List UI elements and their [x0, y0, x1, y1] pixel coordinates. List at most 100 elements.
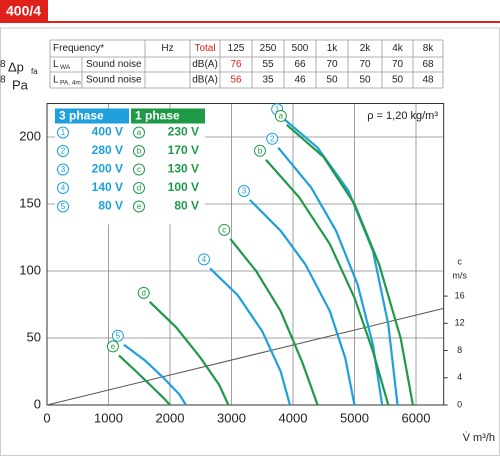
- curve-marker-label: a: [137, 128, 142, 137]
- curve-marker: [57, 182, 69, 194]
- row-value: 38: [0, 75, 6, 86]
- x-tick-label: 0: [43, 410, 50, 425]
- fan-curve: [265, 159, 390, 406]
- row-value: 50: [359, 75, 371, 86]
- y-axis-unit: Pa: [12, 77, 29, 92]
- legend-label: 80 V: [174, 199, 199, 213]
- curve-marker: [274, 109, 287, 122]
- table-header: 500: [292, 43, 309, 54]
- legend-label: 100 V: [168, 180, 199, 194]
- table-header: Total: [194, 43, 215, 54]
- y2-axis-unit: m/s: [452, 270, 467, 280]
- fan-curve: [286, 124, 415, 406]
- legend-header: [131, 108, 205, 124]
- curve-marker: [57, 200, 69, 213]
- row-subscript: WA: [60, 64, 71, 71]
- table-header: 1k: [327, 43, 339, 54]
- y-tick-label: 0: [34, 396, 41, 411]
- curve-marker-label: 1: [275, 105, 280, 114]
- legend-label: 140 V: [92, 180, 123, 194]
- fan-curve: [229, 238, 319, 406]
- row-value: 66: [294, 59, 306, 70]
- curve-marker-label: c: [222, 225, 226, 234]
- legend-label: 170 V: [168, 143, 199, 157]
- y-axis-label: Δp: [8, 59, 24, 74]
- curve-marker: [133, 182, 145, 194]
- velocity-line: [46, 307, 444, 406]
- curve-marker-label: b: [137, 147, 142, 156]
- curve-marker: [218, 223, 231, 236]
- curve-marker-label: e: [137, 202, 142, 211]
- curve-marker-label: e: [111, 342, 116, 351]
- curve-marker: [266, 132, 279, 145]
- curve-marker: [133, 126, 145, 139]
- legend-title: 1 phase: [135, 109, 180, 123]
- table-header: 8k: [423, 43, 435, 54]
- curve-marker: [253, 144, 266, 157]
- row-label: Sound noise: [86, 59, 142, 70]
- row-value: 70: [392, 59, 404, 70]
- curve-marker: [133, 145, 145, 157]
- x-tick-label: 6000: [402, 410, 431, 425]
- x-tick-label: 4000: [279, 410, 308, 425]
- table-header: Frequency*: [53, 43, 104, 54]
- legend-title: 3 phase: [59, 109, 104, 123]
- fan-curve: [249, 199, 356, 406]
- row-total: 56: [230, 75, 242, 86]
- row-label: Sound noise: [86, 75, 142, 86]
- curve-marker-label: 4: [202, 255, 207, 264]
- curve-marker-label: 5: [116, 331, 121, 340]
- row-subscript: PA, 4m: [60, 80, 81, 87]
- x-axis-label: V̇ m³/h: [463, 431, 495, 444]
- curve-marker-label: 3: [242, 187, 247, 196]
- row-value: 68: [422, 59, 434, 70]
- x-tick-label: 2000: [156, 410, 185, 425]
- x-tick-label: 5000: [340, 410, 369, 425]
- legend-label: 200 V: [92, 162, 123, 176]
- y2-tick-label: 12: [455, 318, 465, 328]
- plot-frame: [46, 103, 445, 406]
- x-tick-label: 3000: [217, 410, 246, 425]
- curve-marker: [137, 286, 150, 299]
- fan-curve: [148, 301, 230, 406]
- curve-marker-label: 1: [61, 128, 66, 137]
- y-axis-label-sub: fa: [31, 67, 38, 76]
- legend-box: [55, 108, 205, 225]
- legend-label: 80 V: [98, 199, 123, 213]
- row-total: 76: [230, 59, 242, 70]
- curve-marker: [111, 329, 124, 342]
- row-value: 70: [359, 59, 371, 70]
- y-tick-label: 100: [19, 262, 41, 277]
- row-unit: dB(A): [192, 59, 218, 70]
- table-header: Hz: [161, 43, 173, 54]
- row-symbol: L: [53, 75, 59, 86]
- legend-label: 400 V: [92, 125, 123, 139]
- curve-marker-label: 2: [270, 134, 275, 143]
- legend-header: [55, 108, 129, 124]
- header-box: [0, 0, 48, 22]
- row-unit: dB(A): [192, 75, 218, 86]
- y2-tick-label: 0: [457, 399, 462, 409]
- curve-marker-label: b: [258, 146, 263, 155]
- curve-marker: [57, 126, 69, 139]
- y-tick-label: 150: [19, 195, 41, 210]
- annotation: ρ = 1,20 kg/m³: [367, 110, 438, 122]
- curve-marker: [237, 184, 250, 197]
- curve-marker-label: 5: [61, 202, 66, 211]
- fan-curve: [209, 267, 291, 406]
- row-value: 58: [0, 59, 6, 70]
- table-header: 125: [228, 43, 245, 54]
- row-symbol: L: [53, 59, 59, 70]
- y2-tick-label: 4: [457, 372, 462, 382]
- x-tick-label: 1000: [94, 410, 123, 425]
- header-rule: [0, 21, 500, 23]
- row-value: 46: [294, 75, 306, 86]
- fan-curve: [118, 354, 171, 406]
- curve-marker: [57, 145, 69, 157]
- row-value: 55: [262, 59, 274, 70]
- curve-marker-label: 3: [61, 165, 66, 174]
- curve-marker: [57, 163, 69, 176]
- y-tick-label: 50: [27, 329, 41, 344]
- row-value: 48: [422, 75, 434, 86]
